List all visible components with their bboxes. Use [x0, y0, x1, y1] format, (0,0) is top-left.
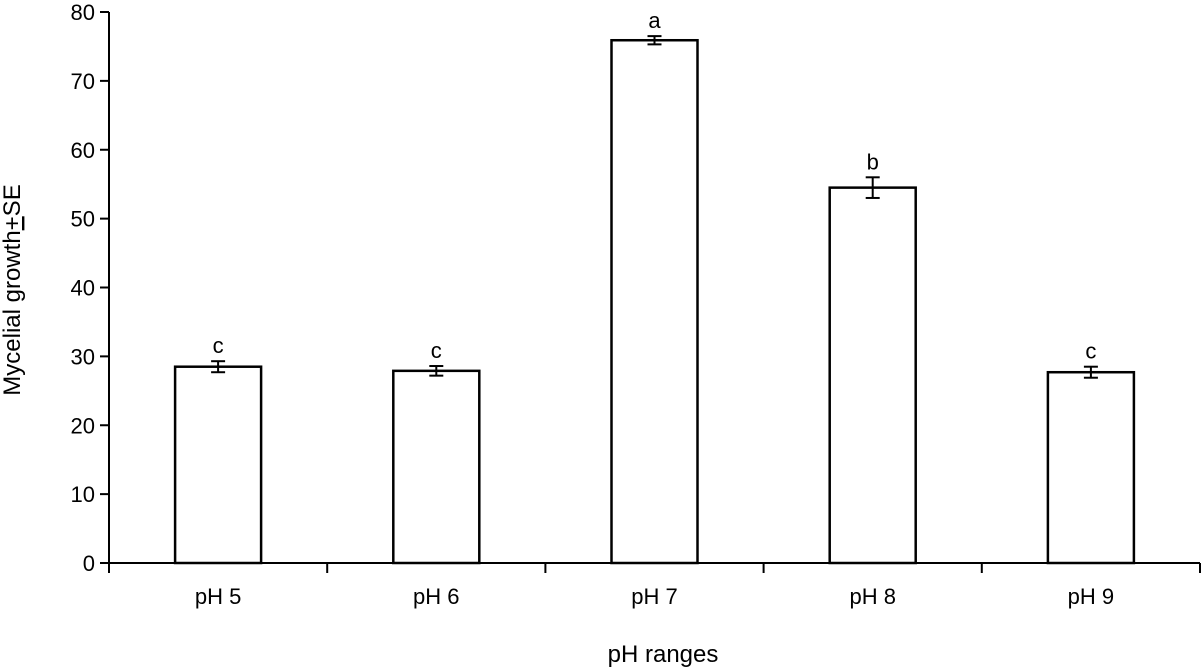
y-tick-label: 80 — [71, 0, 95, 25]
bars: c c a b c — [173, 8, 1136, 565]
y-tick-label: 0 — [83, 551, 95, 576]
y-axis-label: Mycelial growth+SE — [0, 184, 26, 395]
significance-label: c — [213, 333, 224, 358]
bar — [828, 186, 917, 565]
significance-label: c — [1085, 339, 1096, 364]
x-tick-label: pH 7 — [631, 584, 677, 609]
x-tick-label: pH 9 — [1068, 584, 1114, 609]
bar — [392, 369, 481, 565]
y-axis-label-pm: + — [0, 216, 26, 230]
y-axis-label-main: Mycelial growth — [0, 230, 26, 395]
y-axis: 0 10 20 30 40 50 60 70 80 — [71, 0, 110, 576]
bar — [173, 365, 263, 565]
y-tick-label: 20 — [71, 413, 95, 438]
y-tick-label: 40 — [71, 276, 95, 301]
bar — [1046, 370, 1136, 565]
y-axis-label-unit: SE — [0, 184, 26, 216]
y-tick-label: 60 — [71, 138, 95, 163]
x-tick-label: pH 5 — [195, 584, 241, 609]
significance-label: b — [867, 149, 879, 174]
x-tick-label: pH 8 — [849, 584, 895, 609]
y-tick-label: 30 — [71, 344, 95, 369]
bar — [610, 38, 699, 565]
y-tick-label: 50 — [71, 207, 95, 232]
x-axis: pH 5 pH 6 pH 7 pH 8 pH 9 — [108, 562, 1201, 609]
x-tick-label: pH 6 — [413, 584, 459, 609]
significance-label: c — [431, 338, 442, 363]
x-axis-label: pH ranges — [608, 641, 719, 668]
significance-label: a — [648, 8, 661, 33]
y-tick-label: 70 — [71, 69, 95, 94]
y-tick-label: 10 — [71, 482, 95, 507]
